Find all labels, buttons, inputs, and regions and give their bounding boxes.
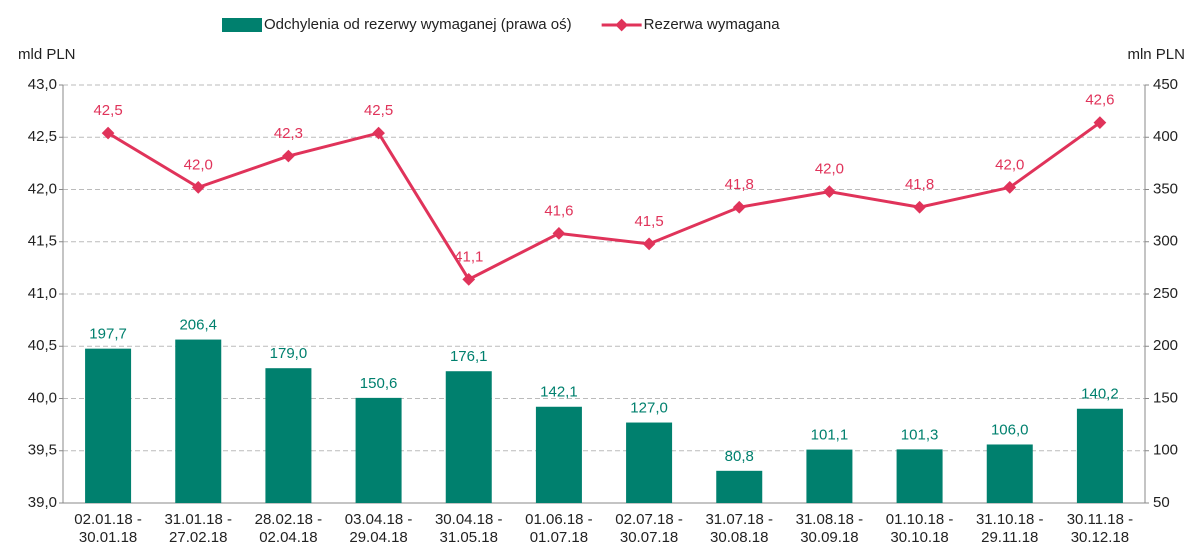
bar-value-label: 106,0 [991,421,1029,438]
y-tick-label: 42,0 [28,180,57,197]
bar [265,368,312,503]
bar [626,422,673,503]
x-tick-label: 31.07.18 - [705,511,773,528]
x-tick-label: 30.09.18 [800,529,858,546]
x-tick-label: 01.10.18 - [886,511,954,528]
x-tick-label: 31.08.18 - [796,511,864,528]
x-tick-label: 01.07.18 [530,529,588,546]
bar-value-label: 197,7 [89,326,127,343]
bar [535,406,582,503]
x-tick-label: 30.08.18 [710,529,768,546]
line-value-label: 41,8 [725,176,754,193]
bar-value-label: 101,3 [901,426,939,443]
y-axis-title: mld PLN [18,46,76,63]
line-value-label: 42,0 [815,161,844,178]
line-value-label: 41,1 [454,248,483,265]
line-marker [191,181,205,194]
bar-value-label: 80,8 [725,448,754,465]
x-tick-label: 30.01.18 [79,529,137,546]
y2-tick-label: 200 [1153,337,1178,354]
line-value-label: 42,6 [1085,92,1114,109]
x-tick-label: 29.04.18 [349,529,407,546]
line-marker [101,126,115,140]
y2-tick-label: 350 [1153,180,1178,197]
x-tick-label: 29.11.18 [981,529,1038,546]
line-value-label: 41,6 [544,202,573,219]
x-tick-label: 30.04.18 - [435,511,503,528]
x-tick-label: 02.04.18 [259,529,317,546]
line-marker [372,126,385,140]
line-marker [823,185,836,198]
y-tick-label: 39,5 [28,442,57,459]
y2-tick-label: 50 [1153,494,1170,511]
bar-value-label: 127,0 [630,400,668,417]
x-tick-label: 02.01.18 - [74,511,142,528]
y-tick-label: 41,5 [28,233,57,250]
legend-label: Rezerwa wymagana [644,16,781,33]
line [107,121,1101,282]
bar [445,371,492,503]
bar-value-label: 101,1 [811,427,849,444]
bar-value-label: 206,4 [179,317,217,334]
bar [716,470,763,503]
line-marker [462,273,476,286]
line-value-label: 42,3 [274,125,303,142]
bar [175,339,222,503]
x-tick-label: 03.04.18 - [345,511,413,528]
bar-value-label: 142,1 [540,384,578,401]
y2-tick-label: 450 [1153,76,1178,93]
x-tick-label: 30.07.18 [620,529,678,546]
y-tick-label: 42,5 [28,128,57,145]
y2-tick-label: 400 [1153,128,1178,145]
bar [896,449,943,503]
line-marker [552,227,566,240]
x-tick-label: 01.06.18 - [525,511,593,528]
line-marker [642,237,656,251]
line-value-label: 41,8 [905,176,934,193]
y2-tick-label: 250 [1153,285,1178,302]
legend-swatch [615,18,629,32]
y-tick-label: 39,0 [28,494,57,511]
line-value-label: 41,5 [634,213,663,230]
y-tick-label: 40,0 [28,389,57,406]
y2-tick-label: 100 [1153,442,1178,459]
line-marker [913,200,926,214]
x-tick-label: 27.02.18 [169,529,227,546]
line-marker [732,200,746,214]
bar [986,444,1033,503]
line-value-label: 42,0 [184,156,213,173]
line-value-label: 42,5 [93,102,122,119]
y2-tick-label: 300 [1153,233,1178,250]
bar-value-label: 140,2 [1081,386,1119,403]
line-marker [282,149,295,163]
bar-value-label: 150,6 [360,375,398,392]
line-value-label: 42,5 [364,102,393,119]
bar [806,449,853,503]
x-tick-label: 31.10.18 - [976,511,1044,528]
bar [1076,408,1123,503]
x-tick-label: 31.01.18 - [164,511,232,528]
bar [355,397,402,503]
line-value-label: 42,0 [995,156,1024,173]
x-tick-label: 31.05.18 [440,529,498,546]
x-tick-label: 30.12.18 [1071,529,1129,546]
y2-tick-label: 150 [1153,389,1178,406]
x-tick-label: 30.10.18 [890,529,948,546]
y-tick-label: 43,0 [28,76,57,93]
y-tick-label: 40,5 [28,337,57,354]
y2-axis-title: mln PLN [1127,46,1185,63]
bar [85,348,132,503]
bar-value-label: 179,0 [270,345,308,362]
x-tick-label: 28.02.18 - [255,511,323,528]
legend-label: Odchylenia od rezerwy wymaganej (prawa o… [264,16,572,33]
bar-value-label: 176,1 [450,348,488,365]
legend-swatch [222,18,262,32]
x-tick-label: 30.11.18 - [1067,511,1133,528]
y-tick-label: 41,0 [28,285,57,302]
x-tick-label: 02.07.18 - [615,511,683,528]
